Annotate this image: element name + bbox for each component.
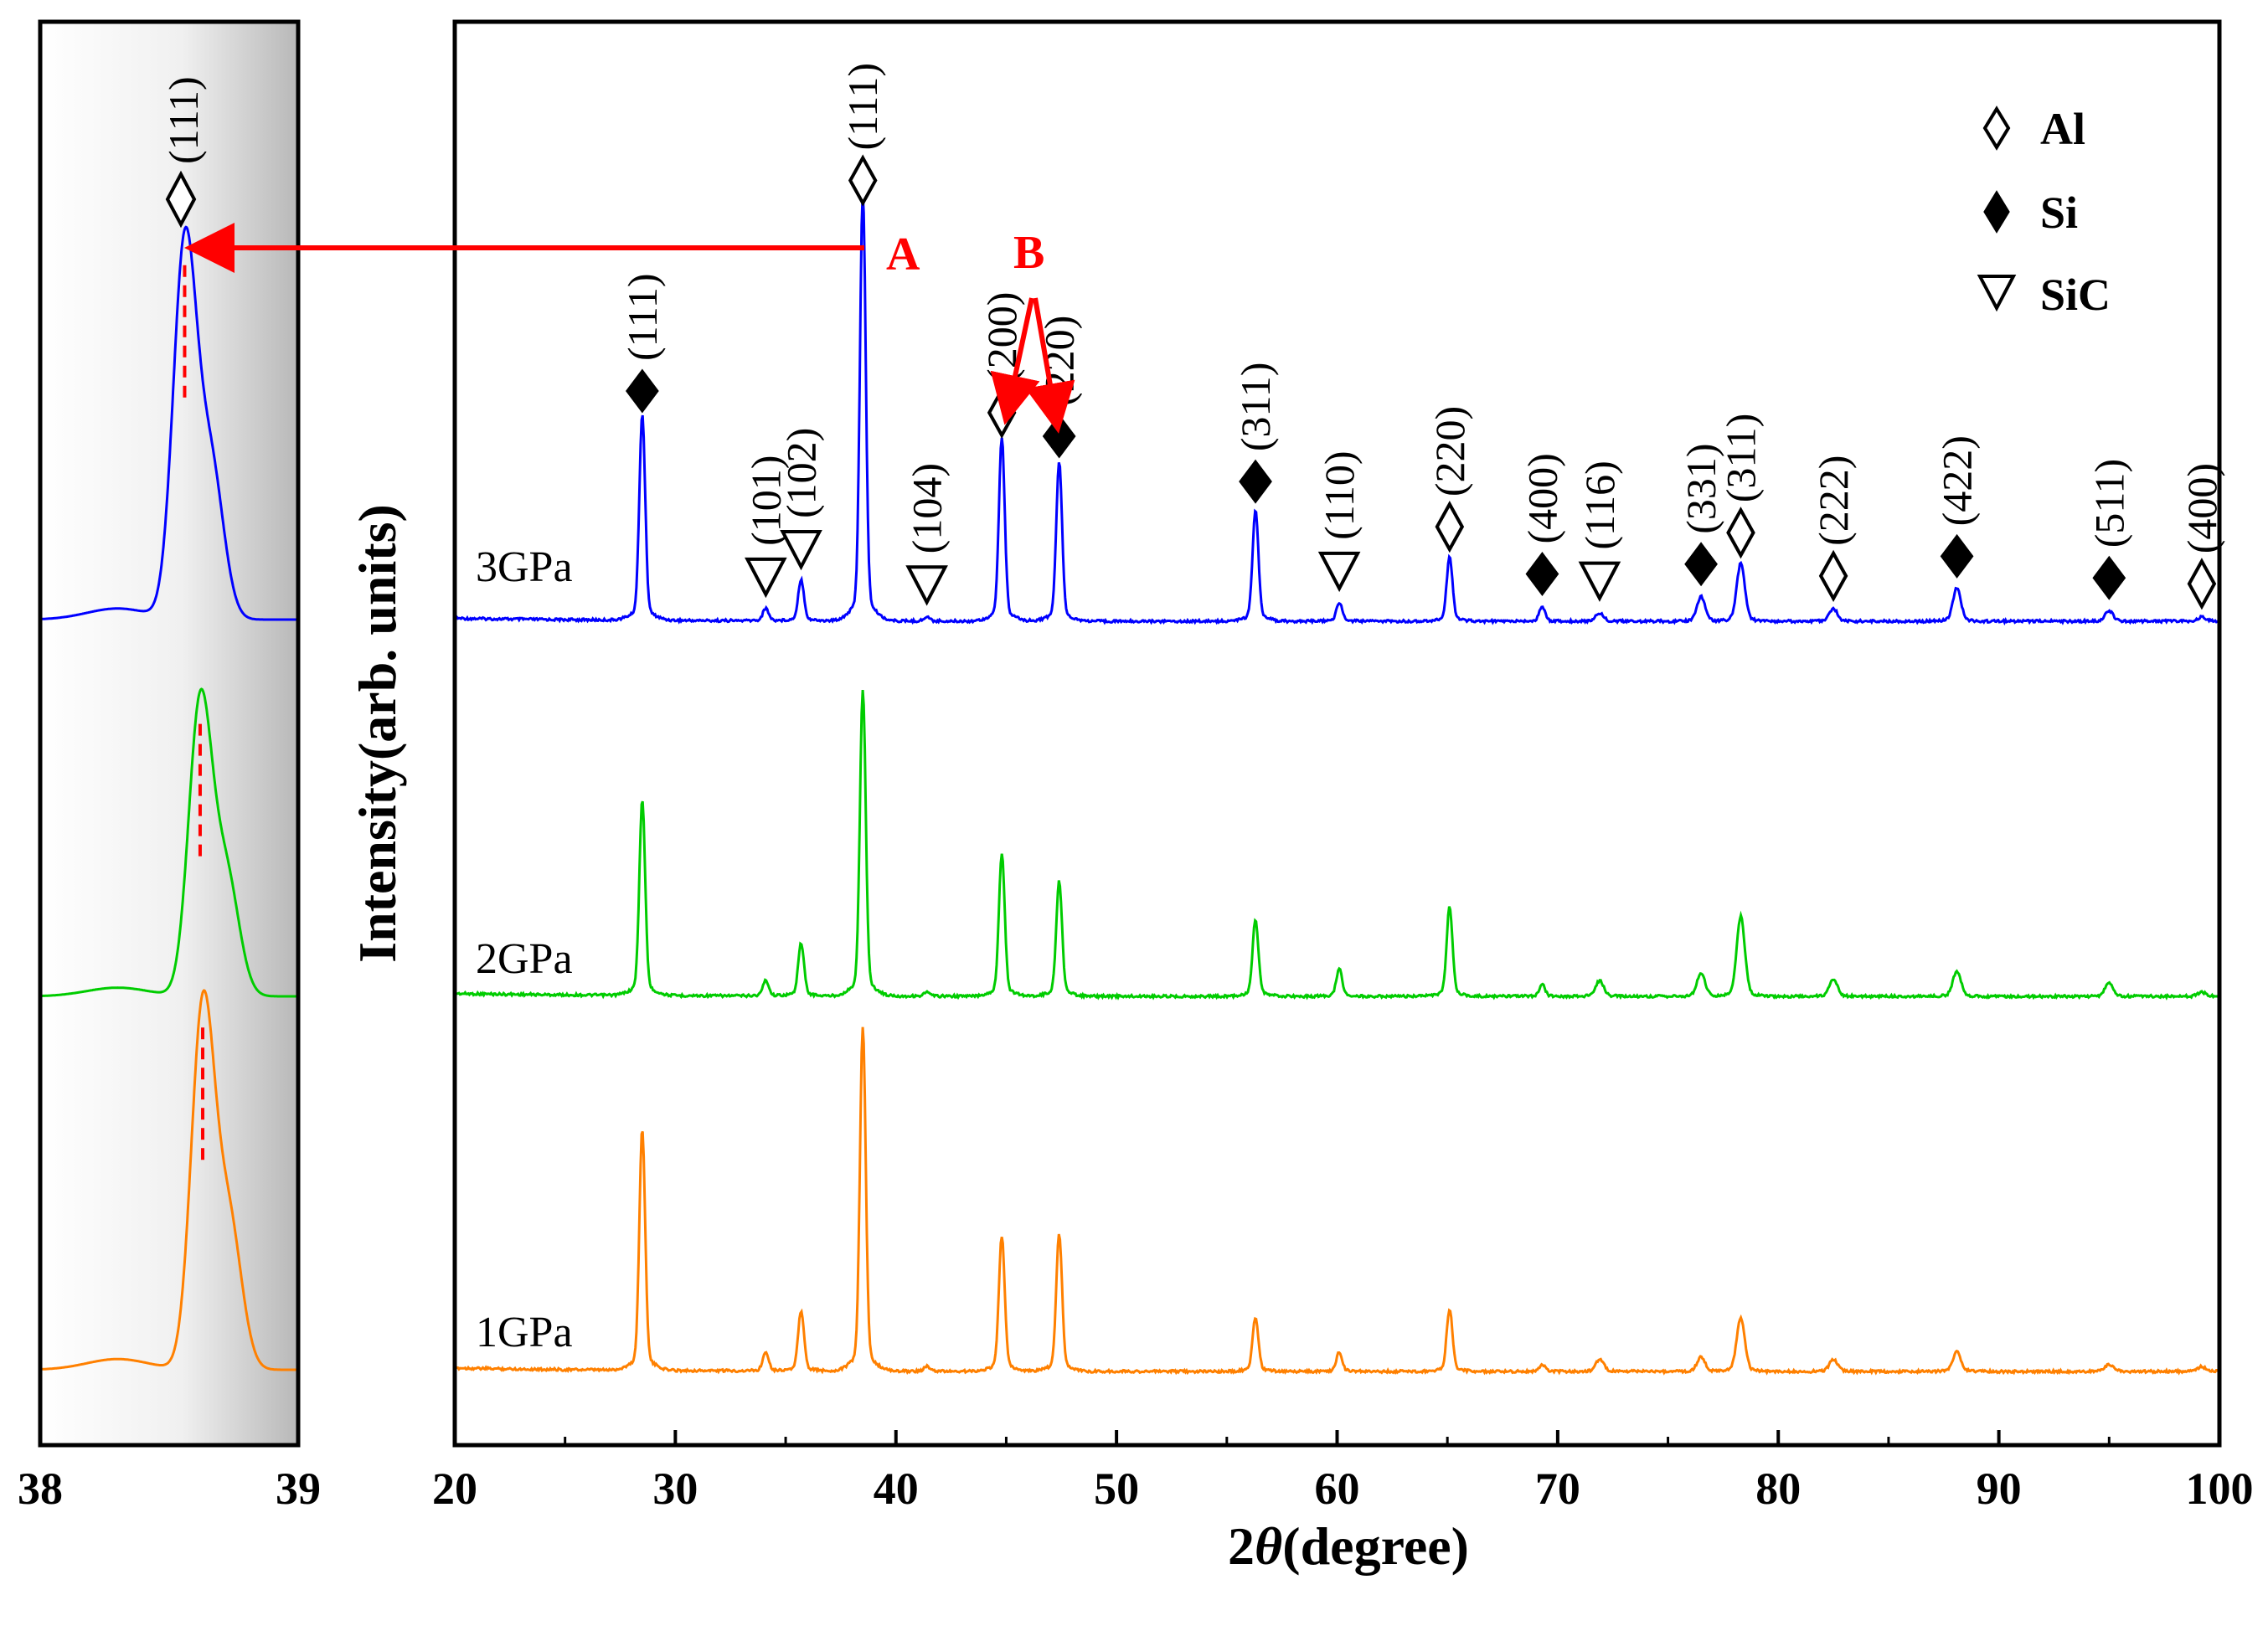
x-tick-label: 80 <box>1755 1464 1801 1514</box>
legend-al-symbol <box>1982 105 2011 151</box>
inset-hkl-label: (111) <box>160 76 207 164</box>
sic-peak-marker <box>780 530 822 571</box>
si-peak-marker <box>1684 542 1718 587</box>
annotation-a-label: A <box>886 229 920 280</box>
axis-ticks: 20 30 40 50 60 70 80 90 100 38 39 <box>18 1430 2254 1514</box>
legend-sic-label: SiC <box>2040 270 2111 320</box>
series-label-2gpa: 2GPa <box>476 935 573 983</box>
x-axis-title: 2θ(degree) <box>1228 1516 1469 1576</box>
y-axis-title: Intensity(arb. units) <box>348 504 407 963</box>
sic-peak-marker <box>745 557 787 599</box>
legend-si-symbol <box>1983 190 2010 234</box>
series-line-2gpa <box>453 690 2221 1001</box>
sic-peak-marker <box>905 565 948 606</box>
inset-al-diamond-icon <box>165 170 197 229</box>
al-peak-marker <box>848 154 878 207</box>
legend-al-label: Al <box>2040 104 2085 154</box>
inset-series-line-2gpa <box>40 687 298 998</box>
inset-x-tick-label: 39 <box>276 1464 321 1514</box>
peak-label-al-222: (222) <box>1810 455 1857 546</box>
al-peak-marker <box>1726 507 1755 559</box>
al-peak-marker <box>2187 558 2217 610</box>
peak-label-si-311: (311) <box>1232 363 1279 451</box>
main-curves <box>453 193 2221 1376</box>
series-label-1gpa: 1GPa <box>476 1309 573 1356</box>
al-peak-marker <box>1818 549 1848 603</box>
si-peak-marker <box>1525 552 1559 597</box>
inset-peak-label: (111) <box>160 76 207 229</box>
peak-label-si-331: (331) <box>1678 443 1724 533</box>
sic-peak-marker <box>1317 551 1361 593</box>
inset-series-line-1gpa <box>40 989 298 1371</box>
legend: Al Si SiC <box>1977 104 2111 320</box>
series-label-3gpa: 3GPa <box>476 543 573 591</box>
annotation-a: A <box>184 223 920 280</box>
annotation-b: B <box>990 227 1075 434</box>
peak-label-si-511: (511) <box>2085 459 2132 548</box>
x-tick-label: 20 <box>432 1464 477 1514</box>
si-peak-marker <box>2092 555 2126 600</box>
peak-label-sic-102: (102) <box>777 428 824 518</box>
x-tick-label: 50 <box>1094 1464 1139 1514</box>
inset-x-tick-label: 38 <box>18 1464 63 1514</box>
inset-series-line-3gpa <box>40 225 298 621</box>
peak-label-al-220: (220) <box>1426 406 1473 497</box>
si-peak-marker <box>625 368 659 414</box>
x-tick-label: 100 <box>2186 1464 2254 1514</box>
peak-label-al-111: (111) <box>839 63 886 151</box>
legend-sic-symbol <box>1977 275 2017 312</box>
sic-peak-marker <box>1578 561 1621 602</box>
inset-frame <box>38 19 301 1448</box>
series-line-1gpa <box>454 1026 2221 1376</box>
inset-background <box>40 22 298 1445</box>
x-tick-label: 30 <box>652 1464 698 1514</box>
peak-label-si-400: (400) <box>1518 453 1565 543</box>
annotation-b-label: B <box>1013 227 1044 279</box>
inset-curves <box>40 225 298 1371</box>
annotation-b-arrow-left <box>990 297 1040 425</box>
si-peak-marker <box>1239 459 1272 504</box>
main-frame <box>452 19 2222 1448</box>
peak-label-sic-116: (116) <box>1576 460 1623 549</box>
x-tick-label: 60 <box>1315 1464 1360 1514</box>
x-tick-label: 70 <box>1535 1464 1580 1514</box>
peak-label-sic-110: (110) <box>1316 450 1363 539</box>
annotation-b-arrow-right <box>1025 297 1075 434</box>
series-line-3gpa <box>453 193 2220 626</box>
x-tick-label: 90 <box>1977 1464 2022 1514</box>
x-tick-label: 40 <box>874 1464 919 1514</box>
legend-si-label: Si <box>2040 188 2078 238</box>
si-peak-marker <box>1940 533 1974 579</box>
peak-label-sic-104: (104) <box>904 463 951 553</box>
peak-label-si-422: (422) <box>1934 435 1981 526</box>
al-peak-marker <box>1435 501 1465 553</box>
peak-label-al-311: (311) <box>1717 414 1764 502</box>
peak-label-si-111: (111) <box>619 273 666 361</box>
